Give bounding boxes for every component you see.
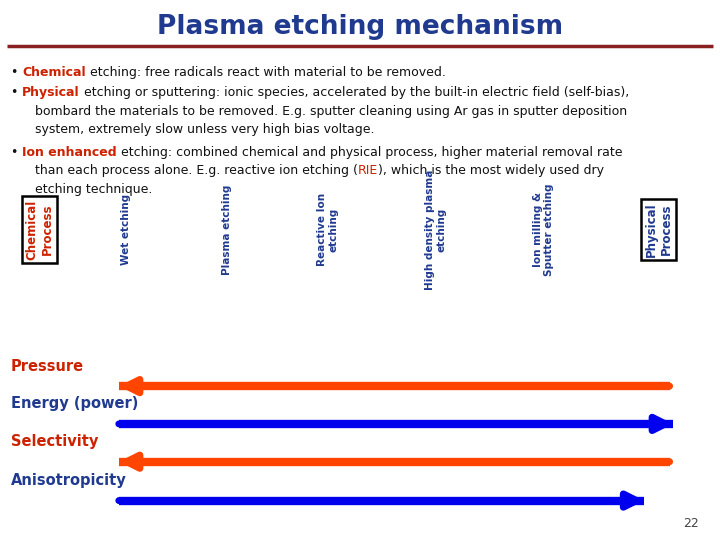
Text: etching technique.: etching technique. [35,183,152,195]
Text: RIE: RIE [357,164,378,177]
Text: •: • [11,66,22,79]
Text: etching: combined chemical and physical process, higher material removal rate: etching: combined chemical and physical … [117,146,622,159]
Text: Anisotropicity: Anisotropicity [11,473,127,488]
Text: Reactive Ion
etching: Reactive Ion etching [317,193,338,266]
Text: Plasma etching: Plasma etching [222,184,232,275]
Text: 22: 22 [683,517,698,530]
Text: Selectivity: Selectivity [11,434,98,449]
Text: •: • [11,86,22,99]
Text: ), which is the most widely used dry: ), which is the most widely used dry [378,164,603,177]
Text: Chemical
Process: Chemical Process [26,199,53,260]
Text: Wet etching: Wet etching [121,194,131,265]
Text: Pressure: Pressure [11,359,84,374]
Text: •: • [11,146,22,159]
Text: Chemical: Chemical [22,66,86,79]
Text: etching or sputtering: ionic species, accelerated by the built-in electric field: etching or sputtering: ionic species, ac… [80,86,629,99]
Text: Plasma etching mechanism: Plasma etching mechanism [157,14,563,39]
Text: High density plasma
etching: High density plasma etching [425,170,446,289]
Text: Ion milling &
Sputter etching: Ion milling & Sputter etching [533,183,554,276]
Text: bombard the materials to be removed. E.g. sputter cleaning using Ar gas in sputt: bombard the materials to be removed. E.g… [35,105,626,118]
Text: Ion enhanced: Ion enhanced [22,146,117,159]
Text: system, extremely slow unless very high bias voltage.: system, extremely slow unless very high … [35,123,374,136]
Text: Energy (power): Energy (power) [11,396,138,411]
Text: Physical: Physical [22,86,80,99]
Text: Physical
Process: Physical Process [645,202,672,257]
Text: than each process alone. E.g. reactive ion etching (: than each process alone. E.g. reactive i… [35,164,357,177]
Text: etching: free radicals react with material to be removed.: etching: free radicals react with materi… [86,66,446,79]
